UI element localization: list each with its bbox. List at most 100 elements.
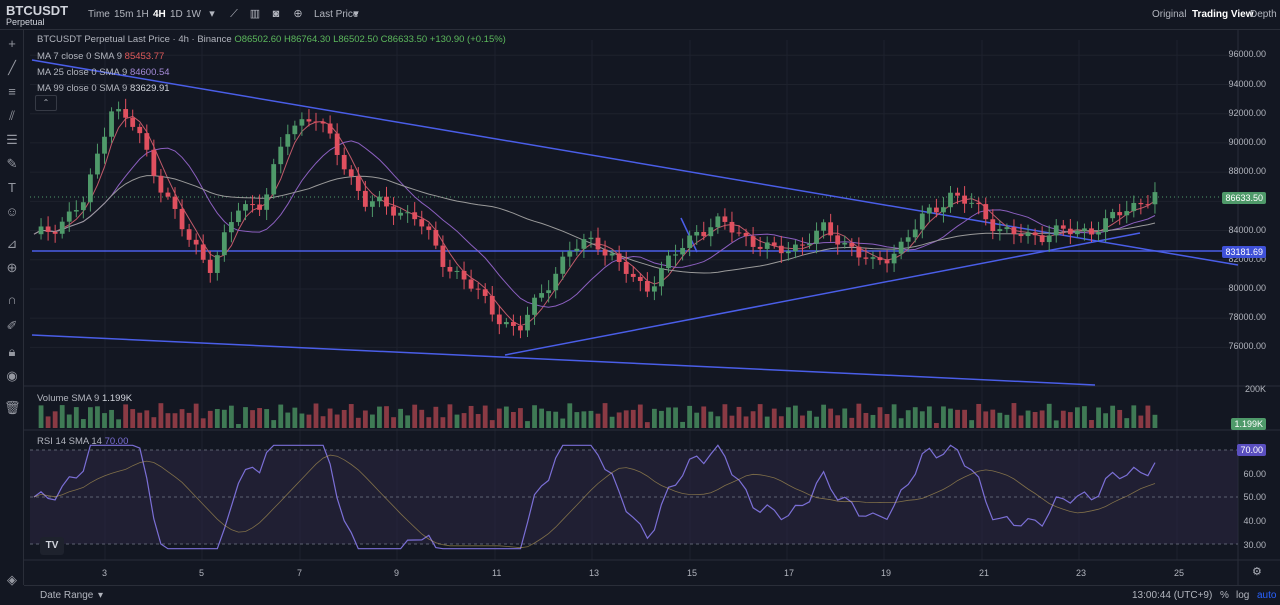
candle-body bbox=[503, 322, 509, 325]
auto-toggle[interactable]: auto bbox=[1257, 590, 1277, 601]
volume-bar bbox=[934, 423, 939, 428]
volume-bar bbox=[1089, 419, 1094, 428]
trash-icon[interactable]: 🗑︎ bbox=[4, 400, 21, 415]
indicator-icon[interactable]: ⟋ bbox=[230, 8, 238, 20]
volume-bar bbox=[80, 419, 86, 428]
crosshair-icon[interactable]: + bbox=[8, 36, 16, 51]
percent-toggle[interactable]: % bbox=[1220, 590, 1229, 601]
candle-body bbox=[828, 222, 834, 236]
channel-icon[interactable]: ⫽ bbox=[9, 108, 15, 123]
volume-bar bbox=[236, 424, 241, 428]
eye-icon[interactable]: ◉ bbox=[6, 368, 18, 383]
candle-body bbox=[1145, 204, 1151, 206]
volume-bar bbox=[800, 415, 805, 428]
volume-bar bbox=[95, 406, 100, 428]
timeframe-1w[interactable]: 1W bbox=[186, 9, 201, 20]
timeframe-1d[interactable]: 1D bbox=[170, 9, 183, 20]
ma99-legend[interactable]: MA 99 close 0 SMA 9 83629.91 bbox=[37, 83, 170, 94]
date-range-button[interactable]: Date Range bbox=[40, 590, 94, 601]
candle-body bbox=[193, 239, 199, 245]
zoom-in-icon[interactable]: ⊕ bbox=[6, 260, 18, 275]
text-icon[interactable]: T bbox=[8, 180, 16, 195]
volume-bar bbox=[546, 411, 552, 428]
candle-body bbox=[736, 232, 742, 234]
ma25-label: MA 25 close 0 SMA 9 bbox=[37, 67, 128, 78]
trendline-icon[interactable]: ╱ bbox=[8, 60, 16, 75]
volume-bar bbox=[468, 405, 474, 428]
trendlines[interactable] bbox=[31, 59, 1239, 386]
volume-bar bbox=[630, 409, 636, 428]
volume-bar bbox=[659, 410, 664, 428]
ma7-legend[interactable]: MA 7 close 0 SMA 9 85453.77 bbox=[37, 51, 164, 62]
candle-body bbox=[144, 133, 150, 150]
volume-bar bbox=[327, 408, 333, 428]
ascending-trendline bbox=[504, 232, 1141, 356]
rsi-value: 70.00 bbox=[104, 436, 129, 447]
candle-body bbox=[962, 195, 967, 204]
emoji-icon[interactable]: ☺ bbox=[5, 204, 19, 219]
candle-body bbox=[38, 226, 44, 235]
volume-bar bbox=[905, 410, 911, 428]
volume-bar bbox=[243, 407, 248, 428]
volume-bar bbox=[1039, 410, 1045, 428]
rsi-legend[interactable]: RSI 14 SMA 14 70.00 bbox=[37, 436, 128, 447]
ma25-legend[interactable]: MA 25 close 0 SMA 9 84600.54 bbox=[37, 67, 170, 78]
time-axis-label: 7 bbox=[297, 568, 303, 578]
clock-time[interactable]: 13:00:44 (UTC+9) bbox=[1132, 590, 1213, 601]
price-axis-label: 90000.00 bbox=[1228, 136, 1266, 147]
view-depth[interactable]: Depth bbox=[1250, 9, 1277, 20]
candle-body bbox=[327, 123, 333, 134]
lock-drawing-icon[interactable]: ✐ bbox=[6, 318, 18, 333]
candle-body bbox=[997, 229, 1003, 232]
chevron-down-icon[interactable]: ▾ bbox=[353, 8, 359, 20]
ruler-icon[interactable]: ⊿ bbox=[6, 236, 18, 251]
candle-body bbox=[370, 201, 375, 207]
add-icon[interactable]: ⊕ bbox=[293, 8, 303, 20]
timeframe-1h[interactable]: 1H bbox=[136, 9, 149, 20]
collapse-legend-button[interactable]: ⌃ bbox=[35, 95, 57, 111]
price-type-select[interactable]: Last Price bbox=[314, 9, 359, 20]
volume-bar bbox=[137, 412, 143, 428]
timeframe-15m[interactable]: 15m bbox=[114, 9, 134, 20]
volume-bar bbox=[144, 410, 150, 428]
candle-body bbox=[525, 314, 530, 331]
layers-icon[interactable]: ◈ bbox=[7, 572, 17, 587]
view-original[interactable]: Original bbox=[1152, 9, 1187, 20]
timeframe-4h[interactable]: 4H bbox=[153, 9, 166, 20]
volume-bar bbox=[299, 413, 305, 428]
log-toggle[interactable]: log bbox=[1236, 590, 1250, 601]
magnet-icon[interactable]: ∩ bbox=[7, 292, 17, 307]
horizontal-lines-icon[interactable]: ≡ bbox=[8, 84, 16, 99]
volume-bar bbox=[1046, 403, 1052, 428]
time-axis-label: 21 bbox=[979, 568, 990, 578]
candle-body bbox=[200, 244, 206, 260]
timeframe-time[interactable]: Time bbox=[88, 9, 110, 20]
chevron-down-icon[interactable]: ▾ bbox=[98, 590, 104, 601]
volume-legend[interactable]: Volume SMA 9 1.199K bbox=[37, 393, 132, 404]
camera-icon[interactable]: ◙ bbox=[272, 8, 280, 20]
candle-body bbox=[306, 119, 312, 122]
short-trendline bbox=[680, 217, 698, 253]
chevron-down-icon[interactable]: ▾ bbox=[209, 8, 215, 20]
settings-icon[interactable]: ⚙ bbox=[1252, 566, 1262, 578]
lock-icon[interactable]: 🔒︎ bbox=[8, 344, 16, 359]
candle-body bbox=[285, 134, 291, 147]
rsi-axis-60: 60.00 bbox=[1243, 469, 1266, 479]
candle-body bbox=[863, 257, 869, 259]
tradingview-logo[interactable]: TV bbox=[40, 537, 64, 555]
drawing-toolbar: + ╱ ≡ ⫽ ☰ ✎ T ☺ ⊿ ⊕ ∩ ✐ 🔒︎ ◉ 🗑︎ ◈ bbox=[0, 30, 24, 587]
price-axis-label: 96000.00 bbox=[1228, 49, 1266, 60]
time-axis-label: 9 bbox=[394, 568, 400, 578]
candle-body bbox=[644, 281, 650, 292]
symbol-name[interactable]: BTCUSDT bbox=[6, 3, 69, 18]
chart-type-icon[interactable]: ▥ bbox=[249, 8, 261, 20]
brush-icon[interactable]: ✎ bbox=[6, 156, 18, 171]
candle-body bbox=[377, 196, 382, 202]
fib-icon[interactable]: ☰ bbox=[6, 132, 18, 147]
view-trading-view[interactable]: Trading View bbox=[1192, 9, 1254, 20]
volume-bar bbox=[250, 410, 255, 428]
candle-body bbox=[652, 286, 657, 292]
volume-bar bbox=[807, 410, 812, 428]
price-chart[interactable] bbox=[0, 0, 1280, 585]
candle-body bbox=[66, 211, 72, 222]
